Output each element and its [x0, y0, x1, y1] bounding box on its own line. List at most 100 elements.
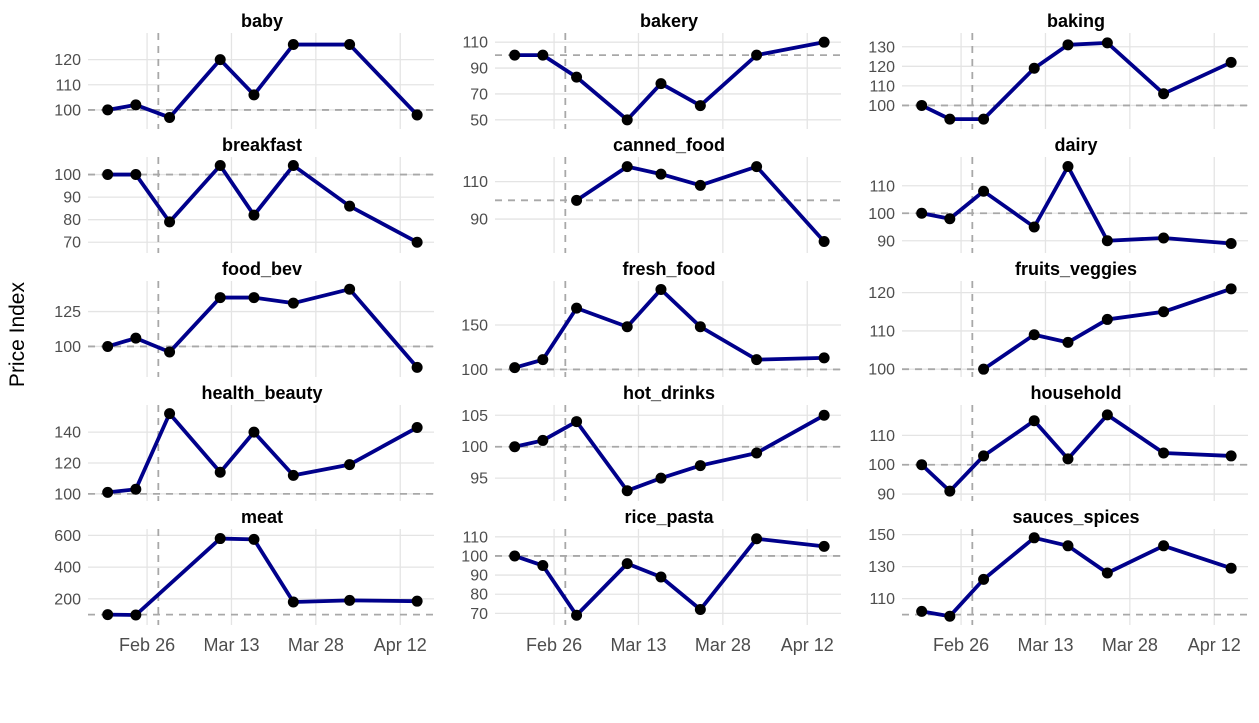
data-point: [1062, 39, 1074, 51]
panel-dairy: dairy 90 100 110: [850, 134, 1250, 253]
panel-title: sauces_spices: [1012, 507, 1140, 527]
data-point: [411, 361, 423, 373]
panel-fresh_food: fresh_food 100 150: [443, 258, 843, 377]
data-point: [344, 283, 356, 295]
y-tick-label: 150: [461, 318, 488, 335]
data-point: [102, 340, 114, 352]
data-point: [102, 104, 114, 116]
y-tick-label: 90: [470, 61, 488, 78]
data-point: [102, 169, 114, 181]
panel-plot: 70 80 90 100: [54, 157, 434, 253]
panel-plot: 100 125: [54, 281, 434, 377]
data-point: [248, 89, 260, 101]
y-tick-label: 110: [869, 178, 895, 195]
price-index-line: [919, 164, 1234, 246]
price-index-line: [105, 536, 420, 617]
data-point: [214, 466, 226, 478]
panel-title: canned_food: [612, 135, 725, 155]
data-point: [571, 194, 583, 206]
data-point: [537, 354, 549, 366]
data-point: [978, 450, 990, 462]
data-point: [164, 111, 176, 123]
x-tick-label: Feb 26: [526, 635, 582, 655]
panel-title: health_beauty: [201, 383, 323, 403]
data-point: [214, 160, 226, 172]
y-tick-label: 120: [54, 52, 81, 69]
data-point: [214, 533, 226, 545]
y-tick-label: 90: [63, 190, 81, 207]
x-tick-label: Feb 26: [933, 635, 989, 655]
panel-title: fruits_veggies: [1014, 259, 1138, 279]
data-point: [621, 114, 633, 126]
data-point: [1062, 540, 1074, 552]
y-tick-label: 100: [461, 362, 488, 377]
data-point: [164, 408, 176, 420]
y-tick-label: 50: [470, 112, 488, 129]
data-point: [1028, 221, 1040, 233]
data-point: [287, 160, 299, 172]
data-point: [621, 321, 633, 333]
y-tick-label: 600: [54, 529, 81, 545]
data-point: [344, 459, 356, 471]
data-point: [130, 99, 142, 111]
panel-rice_pasta: rice_pasta 70 80 90 100 110: [443, 506, 843, 625]
data-point: [571, 609, 583, 621]
x-axis: Feb 26 Mar 13 Mar 28 Apr 12: [933, 635, 1241, 655]
price-index-line: [919, 40, 1234, 122]
x-tick-label: Mar 28: [288, 635, 344, 655]
data-point: [916, 605, 928, 617]
data-point: [571, 416, 583, 428]
data-point: [537, 434, 549, 446]
y-tick-label: 150: [868, 529, 895, 544]
data-point: [1158, 447, 1170, 459]
y-tick-label: 100: [54, 339, 81, 356]
data-point: [694, 460, 706, 472]
data-point: [655, 168, 667, 180]
y-tick-label: 90: [877, 487, 895, 501]
y-tick-label: 110: [462, 529, 488, 546]
y-tick-label: 120: [868, 59, 895, 76]
panel-breakfast: breakfast 70 80 90 100: [36, 134, 436, 253]
data-point: [509, 550, 521, 562]
data-point: [1101, 409, 1113, 421]
data-point: [411, 422, 423, 434]
x-axis: Feb 26 Mar 13 Mar 28 Apr 12: [119, 635, 427, 655]
data-point: [1028, 532, 1040, 544]
data-point: [1225, 562, 1237, 574]
x-tick-label: Mar 13: [610, 635, 666, 655]
data-point: [1158, 88, 1170, 100]
y-tick-label: 100: [868, 98, 895, 115]
price-index-line: [105, 411, 420, 495]
panel-plot: 100 120 140: [54, 405, 434, 501]
price-index-line: [512, 536, 827, 618]
data-point: [537, 49, 549, 61]
data-point: [248, 533, 260, 545]
panel-title: fresh_food: [622, 259, 716, 279]
y-tick-label: 90: [470, 568, 488, 585]
data-point: [248, 209, 260, 221]
y-tick-label: 400: [54, 560, 81, 577]
y-tick-label: 120: [54, 456, 81, 473]
y-tick-label: 70: [470, 606, 488, 623]
y-tick-label: 90: [470, 212, 488, 229]
data-point: [1158, 306, 1170, 318]
data-point: [978, 185, 990, 197]
x-tick-label: Apr 12: [374, 635, 427, 655]
panel-title: baby: [240, 11, 283, 31]
data-point: [978, 363, 990, 375]
x-tick-label: Apr 12: [781, 635, 834, 655]
y-tick-label: 100: [868, 457, 895, 474]
data-point: [130, 332, 142, 344]
data-point: [655, 472, 667, 484]
y-tick-label: 100: [868, 362, 895, 377]
data-point: [694, 179, 706, 191]
data-point: [751, 49, 763, 61]
data-point: [344, 39, 356, 51]
data-point: [1062, 161, 1074, 172]
y-tick-label: 130: [868, 559, 895, 576]
data-point: [1028, 415, 1040, 427]
data-point: [1101, 37, 1113, 49]
y-tick-label: 110: [462, 174, 488, 191]
panel-household: household 90 100 110: [850, 382, 1250, 501]
y-tick-label: 100: [868, 206, 895, 223]
